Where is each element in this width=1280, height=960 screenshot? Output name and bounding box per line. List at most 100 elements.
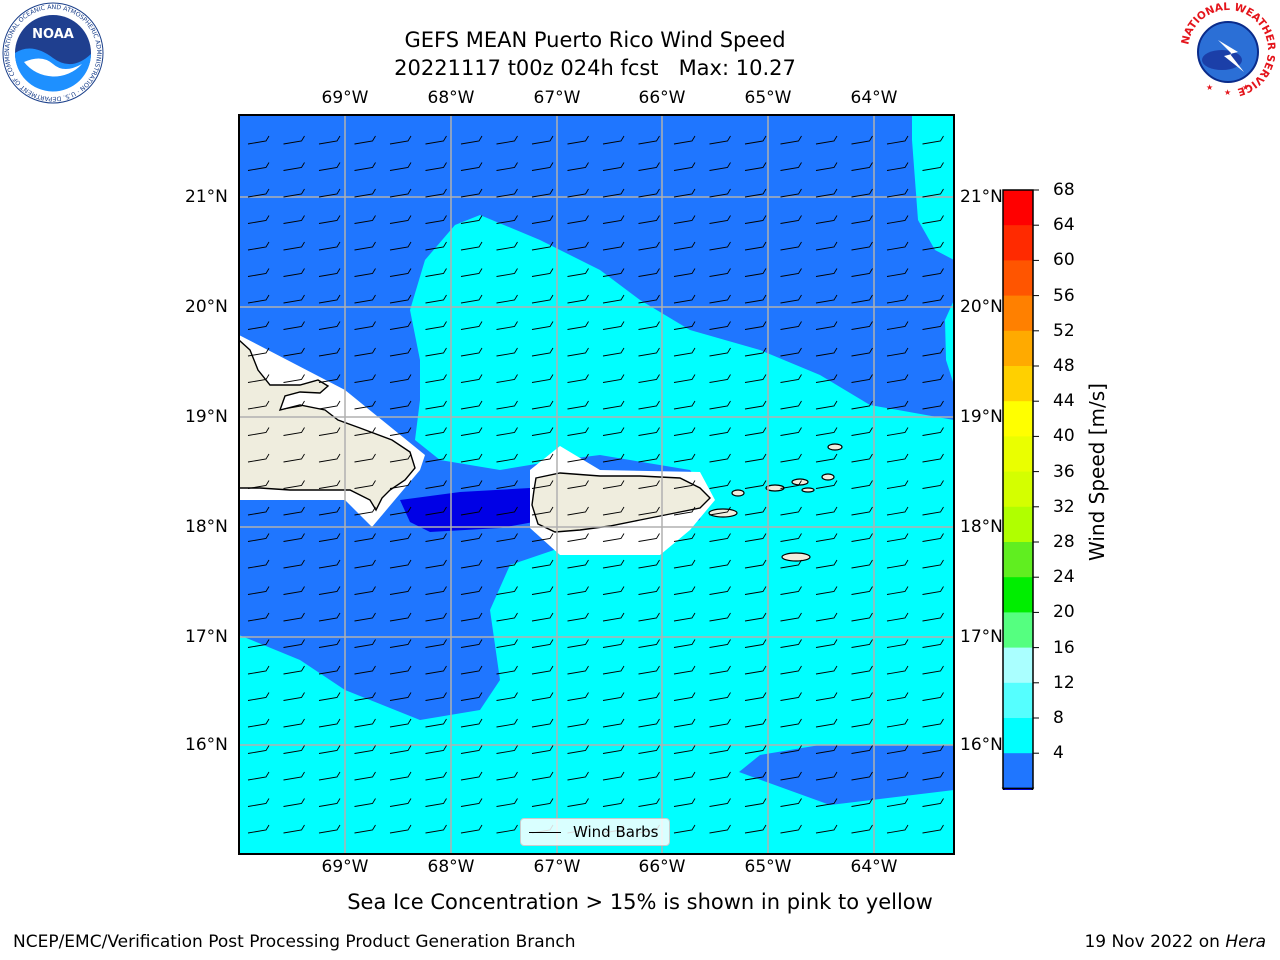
wind-barb: [744, 294, 767, 304]
wind-barb: [567, 506, 589, 516]
wind-barb: [389, 294, 412, 304]
wind-barb: [247, 427, 270, 436]
wind-barb: [425, 612, 447, 622]
wind-barb: [318, 321, 341, 330]
wind-barb: [744, 612, 767, 622]
wind-barb: [744, 533, 767, 542]
wind-barb: [531, 453, 554, 463]
wind-barb: [283, 188, 305, 198]
wind-barb: [709, 665, 731, 675]
wind-barb: [744, 586, 767, 595]
colorbar-segment: [1003, 471, 1033, 508]
wind-barb: [283, 612, 305, 622]
wind-barb: [886, 665, 909, 675]
wind-barb: [496, 400, 518, 410]
colorbar-segment: [1003, 401, 1033, 437]
wind-barb: [425, 639, 447, 648]
wind-barb: [744, 215, 767, 224]
wind-barb: [531, 400, 554, 410]
lon-label: 64°W: [850, 857, 898, 877]
wind-barb: [638, 639, 660, 648]
wind-barb: [638, 665, 660, 675]
lat-label: 21°N: [185, 187, 228, 207]
wind-barb: [780, 745, 802, 754]
wind-barb: [354, 559, 376, 569]
wind-barb: [744, 692, 767, 701]
wind-barb: [354, 533, 376, 542]
wind-barb: [709, 453, 731, 463]
wind-barb: [815, 798, 838, 807]
wind-barb: [780, 294, 802, 304]
colorbar-tick-label: 56: [1053, 285, 1075, 306]
land-small-island: [791, 478, 809, 486]
wind-barb: [638, 374, 660, 383]
land-small-island: [821, 473, 835, 481]
wind-barb: [780, 533, 802, 542]
wind-barb: [886, 506, 909, 516]
wind-barb: [709, 427, 731, 436]
wind-barb: [815, 533, 838, 542]
wind-barb: [247, 321, 270, 330]
wind-barb: [780, 506, 802, 516]
wind-barb: [886, 612, 909, 622]
wind-barb: [531, 798, 554, 807]
wind-barb: [354, 586, 376, 595]
wind-barb: [425, 374, 447, 383]
wind-barb: [460, 771, 483, 781]
wind-barb: [460, 692, 483, 701]
wind-barb: [354, 135, 376, 145]
land-small-island: [827, 443, 843, 451]
wind-barb: [531, 718, 554, 728]
wind-barb: [638, 427, 660, 436]
wind-barb: [851, 639, 873, 648]
lat-label: 20°N: [185, 297, 228, 317]
wind-barb: [815, 453, 838, 463]
wind-barb: [744, 798, 767, 807]
wind-barb: [886, 374, 909, 383]
wind-barb: [389, 639, 412, 648]
wind-barb: [638, 745, 660, 754]
wind-barb: [673, 824, 696, 834]
wind-barb: [744, 241, 767, 251]
colorbar-tick-label: 32: [1053, 496, 1075, 517]
wind-barb: [496, 506, 518, 516]
wind-barb: [567, 294, 589, 304]
wind-barb: [496, 347, 518, 357]
wind-barb: [851, 162, 873, 171]
wind-barb: [247, 215, 270, 224]
wind-barb: [922, 188, 944, 198]
wind-barb: [318, 294, 341, 304]
wind-barb: [744, 718, 767, 728]
wind-barb: [815, 215, 838, 224]
wind-barb: [602, 188, 625, 198]
wind-barb: [922, 374, 944, 383]
wind-barb: [744, 771, 767, 781]
wind-barb: [744, 559, 767, 569]
wind-barb: [886, 824, 909, 834]
wind-barb: [602, 294, 625, 304]
wind-barb: [815, 612, 838, 622]
wind-barb: [531, 268, 554, 277]
colorbar-segment: [1003, 295, 1033, 332]
wind-barb: [460, 321, 483, 330]
wind-barb: [815, 665, 838, 675]
wind-barb: [780, 453, 802, 463]
wind-barb: [425, 135, 447, 145]
wind-barb: [709, 559, 731, 569]
colorbar-tick-label: 8: [1053, 708, 1064, 728]
wind-barb: [496, 453, 518, 463]
wind-barb: [460, 533, 483, 542]
wind-barb: [780, 374, 802, 383]
wind-barb: [567, 798, 589, 807]
wind-barb: [922, 162, 944, 171]
wind-barb: [815, 480, 838, 489]
wind-barb: [851, 533, 873, 542]
wind-barb: [851, 480, 873, 489]
wind-barb: [460, 162, 483, 171]
wind-barb: [602, 771, 625, 781]
footer-host: Hera: [1225, 932, 1266, 952]
wind-barb: [389, 268, 412, 277]
wind-barb: [673, 241, 696, 251]
wind-barb: [780, 480, 802, 489]
colorbar-segment: [1003, 225, 1033, 261]
